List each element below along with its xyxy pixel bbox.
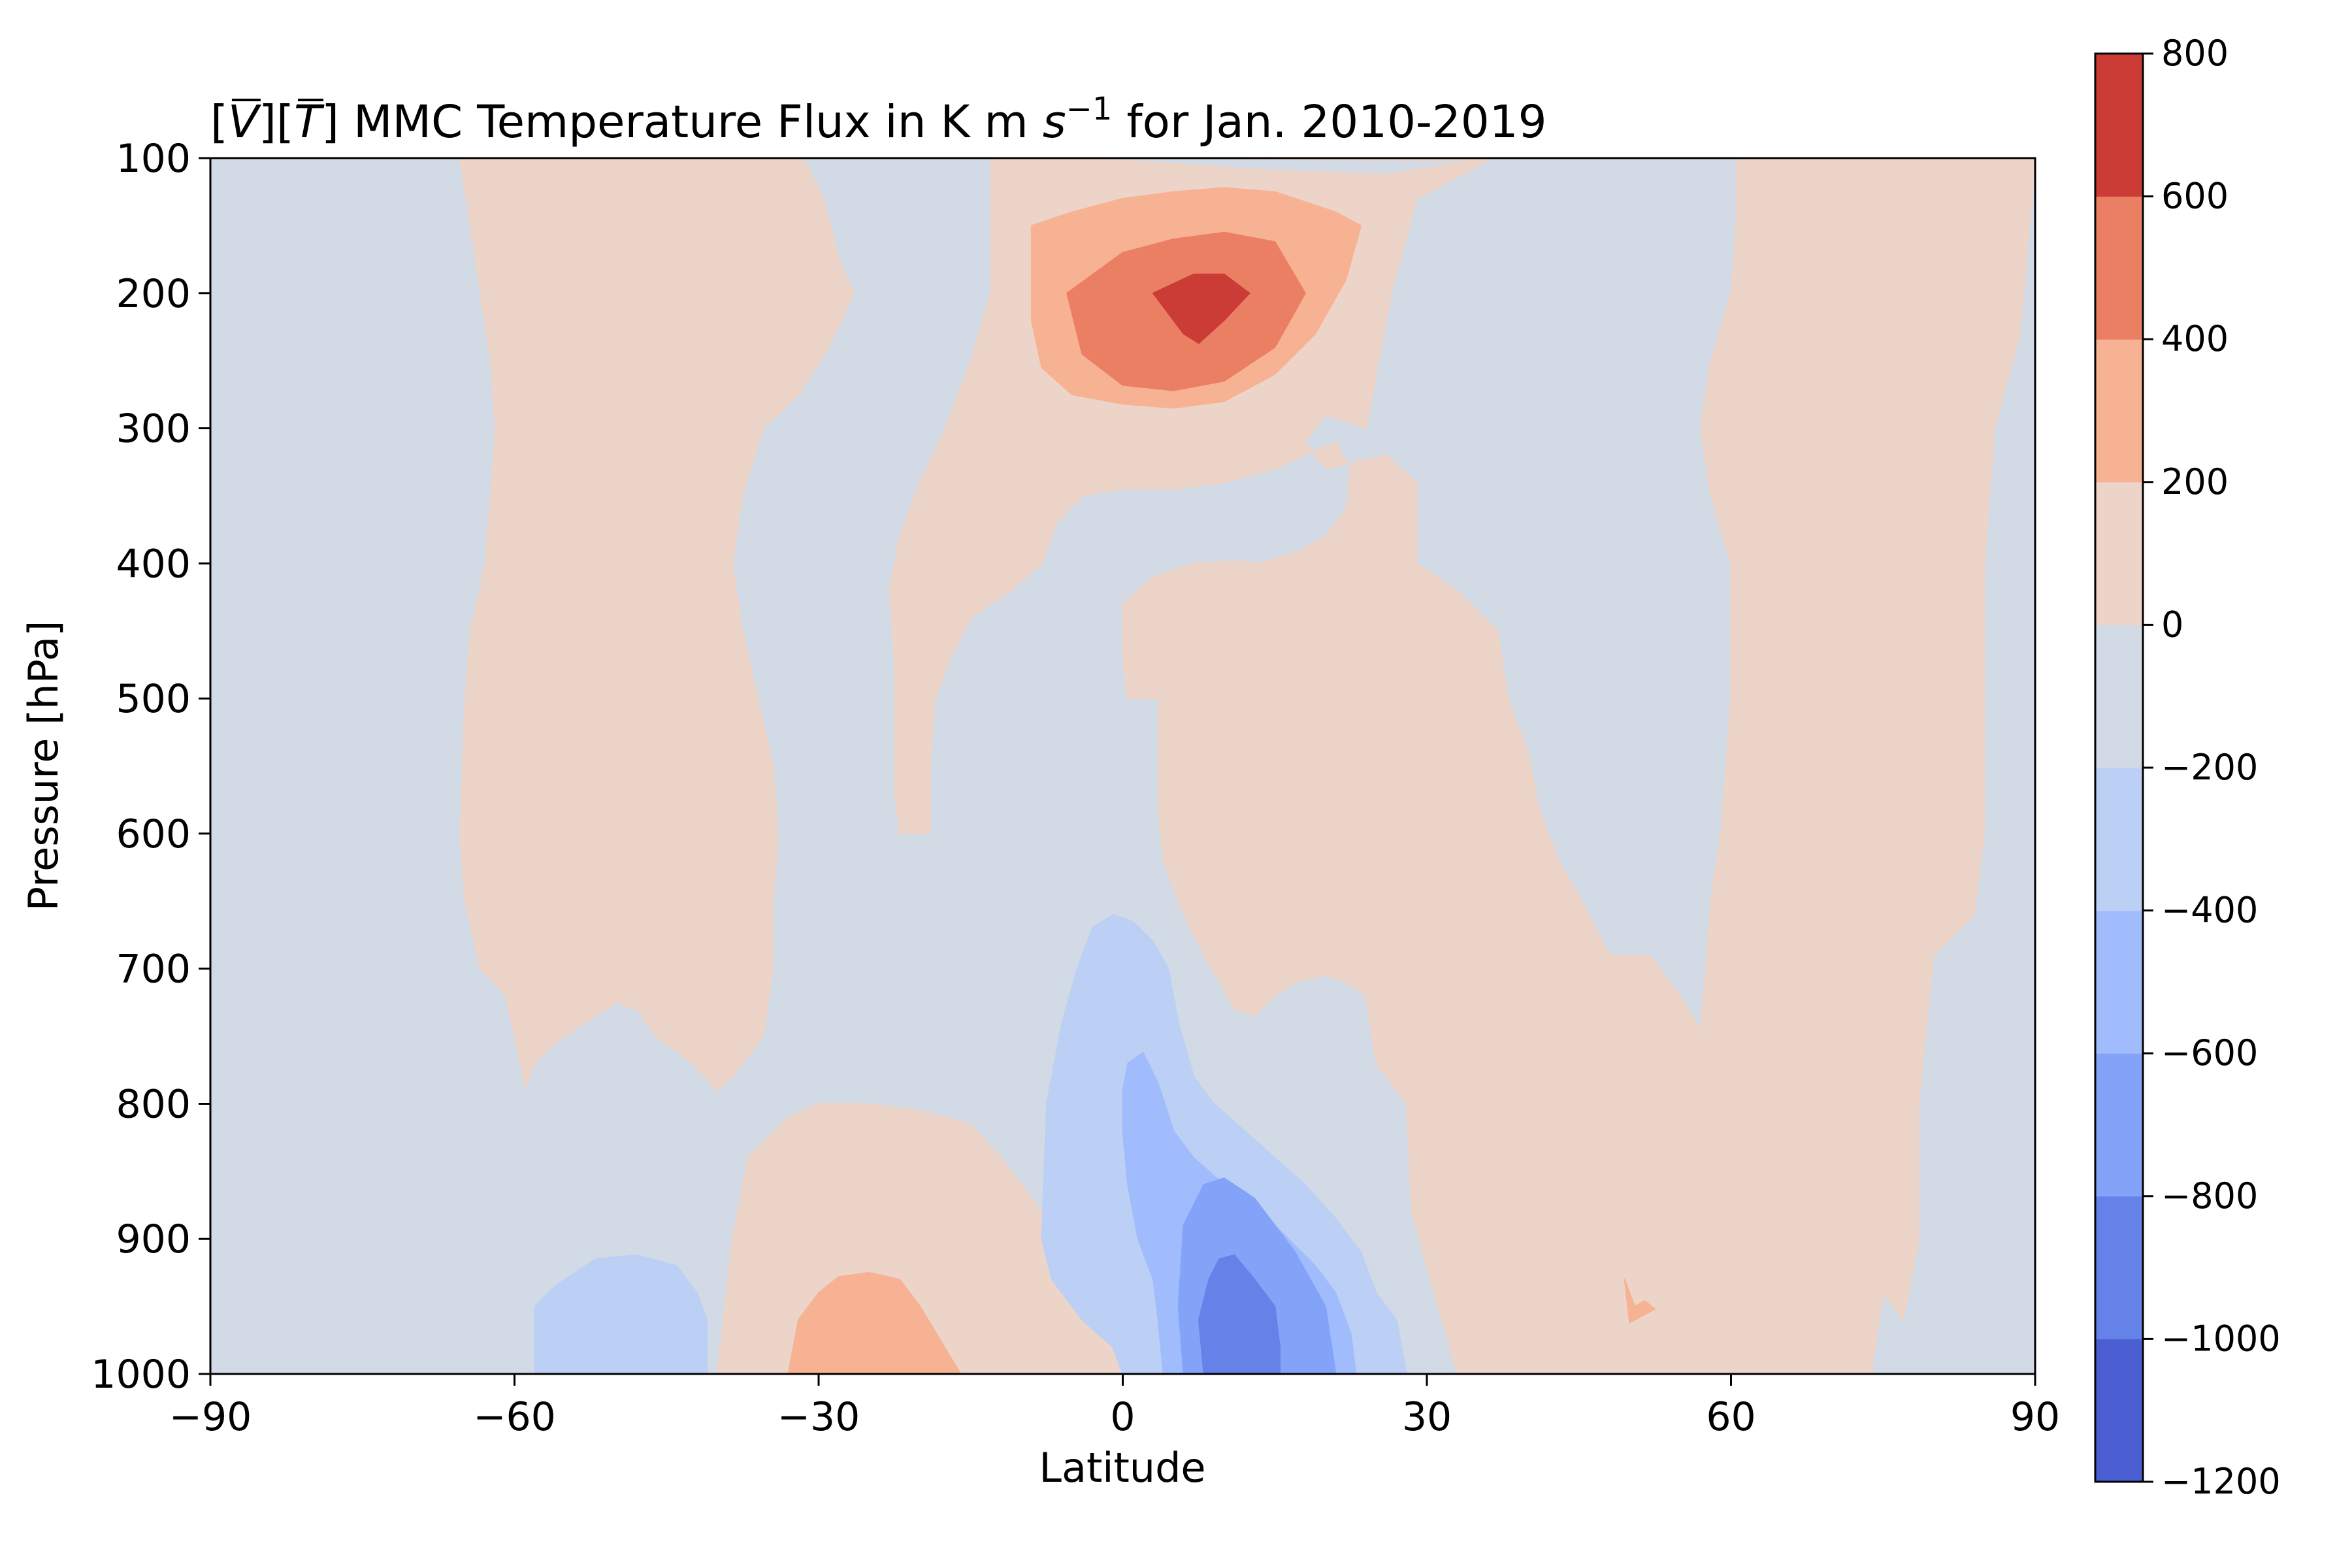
contour-region [534, 1254, 708, 1374]
colorbar-segment [2095, 1196, 2143, 1339]
colorbar-segment [2095, 1339, 2143, 1482]
y-tick-label: 300 [116, 406, 191, 452]
y-tick-label: 500 [116, 676, 191, 722]
x-tick-label: −60 [473, 1394, 556, 1440]
x-axis-label: Latitude [1039, 1444, 1205, 1492]
y-tick-label: 1000 [91, 1352, 191, 1397]
colorbar: −1200 −1000 −800 −600 −400 −200 0 200 400 600 800 [2094, 33, 2281, 1502]
contour-regions [210, 158, 2035, 1374]
contour-region [1198, 1254, 1281, 1374]
title-t-symbol: T [294, 96, 325, 148]
colorbar-tick-label: 200 [2161, 461, 2229, 502]
x-tick-label: −30 [777, 1394, 860, 1440]
colorbar-tick-label: 400 [2161, 318, 2229, 359]
colorbar-segment [2095, 196, 2143, 340]
colorbar-tick-label: 800 [2161, 33, 2229, 74]
y-tick-label: 600 [116, 811, 191, 857]
x-tick-label: 30 [1402, 1394, 1452, 1440]
colorbar-tick-label: 0 [2161, 604, 2183, 645]
colorbar-tick-label: 600 [2161, 176, 2229, 217]
colorbar-segment [2095, 339, 2143, 483]
colorbar-tick-label: −800 [2161, 1175, 2258, 1217]
contour-region [889, 158, 2035, 1374]
colorbar-tick-label: −400 [2161, 890, 2258, 931]
colorbar-segment [2095, 482, 2143, 625]
x-tick-label: 90 [2010, 1394, 2060, 1440]
colorbar-tick-label: −1200 [2161, 1461, 2281, 1502]
colorbar-segment [2095, 1053, 2143, 1197]
colorbar-segment [2095, 625, 2143, 768]
y-axis-label: Pressure [hPa] [20, 621, 67, 911]
x-tick-label: 0 [1110, 1394, 1135, 1440]
contour-region [1624, 1279, 1656, 1324]
x-axis: −90 −60 −30 0 30 60 90 [169, 1374, 2060, 1440]
contour-region [1152, 273, 1250, 344]
colorbar-segment [2095, 910, 2143, 1054]
colorbar-tick-label: −1000 [2161, 1318, 2281, 1359]
contour-region [210, 158, 525, 1374]
y-tick-label: 800 [116, 1081, 191, 1127]
colorbar-segment [2095, 54, 2143, 197]
y-tick-label: 400 [116, 541, 191, 587]
contour-region [787, 1271, 962, 1374]
y-tick-label: 900 [116, 1217, 191, 1262]
y-tick-label: 200 [116, 271, 191, 317]
y-axis: 100 200 300 400 500 600 700 800 900 1000 [91, 136, 210, 1397]
colorbar-segment [2095, 768, 2143, 911]
colorbar-tick-label: −600 [2161, 1032, 2258, 1073]
x-tick-label: 60 [1706, 1394, 1756, 1440]
chart-title: [V][T] MMC Temperature Flux in K m s−1 f… [210, 91, 1546, 148]
contour-region [1041, 914, 1407, 1374]
plot-area [209, 157, 2036, 1375]
y-tick-label: 700 [116, 947, 191, 992]
colorbar-tick-label: −200 [2161, 747, 2258, 788]
title-v-symbol: V [228, 96, 262, 148]
x-tick-label: −90 [169, 1394, 252, 1440]
y-tick-label: 100 [116, 136, 191, 182]
